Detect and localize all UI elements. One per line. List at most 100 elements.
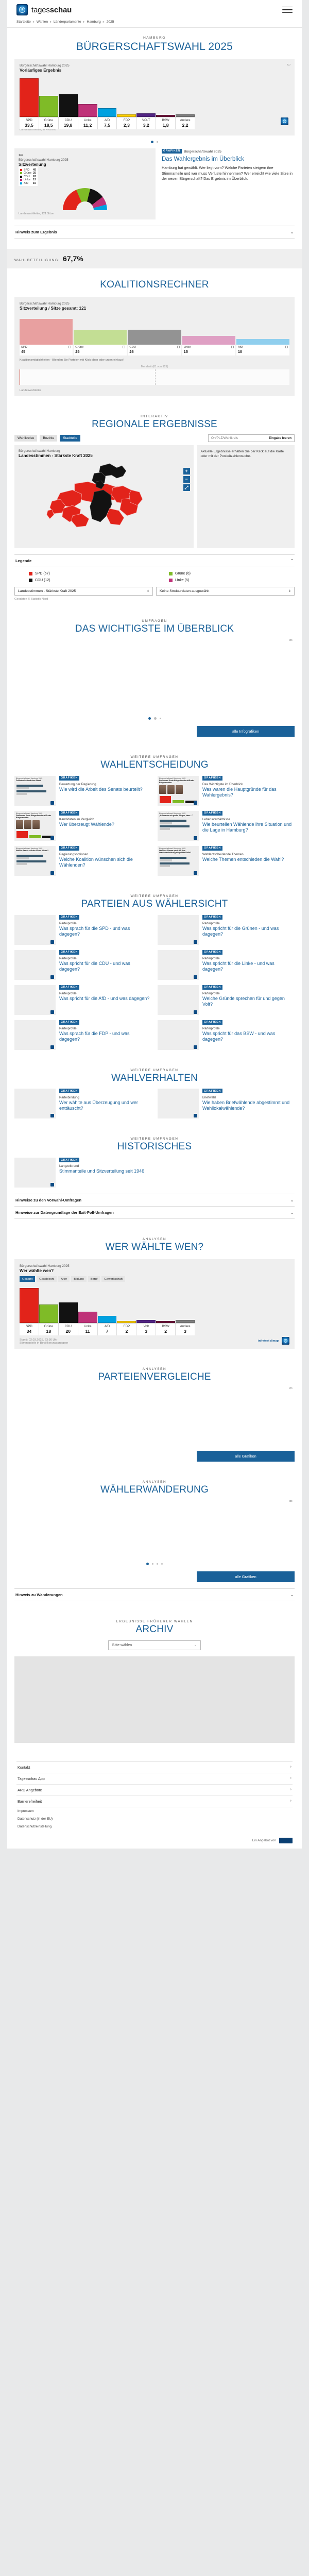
filter-beruf[interactable]: Beruf xyxy=(88,1276,100,1282)
footer-link[interactable]: Barrierefreiheit › xyxy=(16,1796,293,1807)
coalition-party-grüne[interactable]: Grüne 25 xyxy=(74,344,127,355)
map-zoom-controls[interactable]: + − ⤢ xyxy=(183,467,190,491)
regional-search[interactable]: Ort/PLZ/Wahlkreis Eingabe leeren xyxy=(208,434,295,442)
teaser-thumbnail[interactable]: Bürgerschaftswahl Hamburg 2025 „Ich mache… xyxy=(158,810,199,841)
teaser-title[interactable]: Was spricht für die Linke - und was dage… xyxy=(202,960,274,972)
carousel-dot-1[interactable] xyxy=(148,717,151,720)
accordion-hinweis-ergebnis[interactable]: Hinweis zum Ergebnis ⌄ xyxy=(14,226,295,239)
teaser-title[interactable]: Was spricht für die CDU - und was dagege… xyxy=(59,960,130,972)
share-icon[interactable]: ⇦ xyxy=(19,152,23,159)
all-graphics-button[interactable]: alle Grafiken xyxy=(197,1451,295,1462)
party-checkbox[interactable] xyxy=(231,346,234,349)
teaser-card[interactable]: Bürgerschaftswahl Hamburg 2025 „Ich mache… xyxy=(158,810,295,841)
zoom-out-icon[interactable]: − xyxy=(183,476,190,483)
tab-stadtteile[interactable]: Stadtteile xyxy=(60,434,80,442)
share-icon[interactable]: ⇦ xyxy=(289,1386,293,1391)
teaser-card[interactable]: GRAFIKEN Parteiprofile Was spricht für die… xyxy=(14,985,151,1015)
teaser-thumbnail[interactable] xyxy=(14,1020,56,1050)
zoom-in-icon[interactable]: + xyxy=(183,467,190,474)
teaser-card[interactable]: Bürgerschaftswahl Hamburg 2025 Direktwahl… xyxy=(14,810,151,841)
footer-small-link[interactable]: Datenschutzeinstellung xyxy=(18,1824,52,1828)
www-filter-pills[interactable]: Gesamt Geschlecht Alter Bildung Beruf Gewerks… xyxy=(20,1276,289,1282)
all-graphics-button[interactable]: alle Grafiken xyxy=(197,1571,295,1582)
filter-gewerkschaft[interactable]: Gewerkschaft xyxy=(101,1276,125,1282)
carousel-dot-1[interactable] xyxy=(151,141,153,144)
footer-link[interactable]: ARD Angebote › xyxy=(16,1785,293,1796)
footer-small-link[interactable]: Datenschutz (in der EU) xyxy=(18,1817,53,1821)
breadcrumb-item-wahlen[interactable]: Wahlen xyxy=(36,20,48,24)
teaser-card[interactable]: Bürgerschaftswahl Hamburg 2025 Direktwahl… xyxy=(158,775,295,806)
teaser-card[interactable]: Bürgerschaftswahl Hamburg 2025 Zufriedenh… xyxy=(14,775,151,806)
teaser-thumbnail[interactable] xyxy=(158,950,199,980)
coalition-party-linke[interactable]: Linke 15 xyxy=(182,344,235,355)
party-checkbox[interactable] xyxy=(285,346,288,349)
teaser-card[interactable]: GRAFIKEN Parteiprofile Welche Gründe sprec… xyxy=(158,985,295,1015)
teaser-thumbnail[interactable]: Bürgerschaftswahl Hamburg 2025 Welche Par… xyxy=(14,845,56,876)
teaser-title[interactable]: Wie wird die Arbeit des Senats beurteilt… xyxy=(59,786,143,792)
teaser-card[interactable]: Bürgerschaftswahl Hamburg 2025 Welche Par… xyxy=(14,845,151,876)
hamburg-map[interactable] xyxy=(19,461,190,538)
teaser-card[interactable]: GRAFIKEN Parteiprofile Was sprach für die … xyxy=(14,914,151,945)
select-structure-data[interactable]: Keine Strukturdaten ausgewählt ⇕ xyxy=(156,586,295,596)
teaser-title[interactable]: Was spricht für die AfD - und was dagege… xyxy=(59,995,150,1001)
teaser-thumbnail[interactable]: Bürgerschaftswahl Hamburg 2025 Welches Th… xyxy=(158,845,199,876)
teaser-title[interactable]: Welche Gründe sprechen für und gegen Vol… xyxy=(202,995,285,1007)
regional-tabs[interactable]: Wahlkreise Bezirke Stadtteile Ort/PLZ/Wa… xyxy=(14,434,295,442)
search-input[interactable]: Ort/PLZ/Wahlkreis xyxy=(211,436,238,440)
hamburger-menu-icon[interactable] xyxy=(282,6,293,13)
teaser-title[interactable]: Welche Koalition wünschen sich die Wähle… xyxy=(59,856,133,868)
teaser-title[interactable]: Welche Themen entschieden die Wahl? xyxy=(202,856,284,862)
teaser-card[interactable]: GRAFIKEN Parteiprofile Was spricht für die… xyxy=(14,950,151,980)
carousel-dot-2[interactable] xyxy=(153,717,157,720)
breadcrumb-item-startseite[interactable]: Startseite xyxy=(16,20,31,24)
tab-wahlkreise[interactable]: Wahlkreise xyxy=(14,434,38,442)
map-card[interactable]: Bürgerschaftswahl Hamburg Landesstimmen … xyxy=(14,445,194,548)
teaser-card[interactable]: GRAFIKEN Parteiprofile Was sprach für die … xyxy=(14,1020,151,1050)
carousel-dots[interactable] xyxy=(14,717,295,720)
carousel-dot-1[interactable] xyxy=(146,1563,149,1565)
share-icon[interactable]: ⇦ xyxy=(289,1499,293,1503)
coalition-party-cdu[interactable]: CDU 26 xyxy=(128,344,181,355)
zoom-reset-icon[interactable]: ⤢ xyxy=(183,484,190,491)
footer-link[interactable]: Tagesschau App › xyxy=(16,1773,293,1785)
teaser-title[interactable]: Wer überzeugt Wählende? xyxy=(59,821,114,827)
party-checkbox[interactable] xyxy=(123,346,126,349)
teaser-title[interactable]: Stimmanteile und Sitzverteilung seit 194… xyxy=(59,1168,145,1174)
filter-gesamt[interactable]: Gesamt xyxy=(20,1276,36,1282)
teaser-title[interactable]: Was sprach für die SPD - und was dagegen… xyxy=(59,925,130,937)
footer-small-link[interactable]: Impressum xyxy=(18,1809,34,1813)
coalition-party-afd[interactable]: AfD 10 xyxy=(236,344,290,355)
clear-input-button[interactable]: Eingabe leeren xyxy=(268,436,291,440)
teaser-thumbnail[interactable]: Bürgerschaftswahl Hamburg 2025 Zufriedenh… xyxy=(14,775,56,806)
filter-bildung[interactable]: Bildung xyxy=(71,1276,87,1282)
carousel-dot-2[interactable] xyxy=(152,1563,153,1565)
accordion-legende[interactable]: Legende ⌃ xyxy=(14,554,295,567)
teaser-thumbnail[interactable] xyxy=(158,1089,199,1119)
select-map-metric[interactable]: Landesstimmen - Stärkste Kraft 2025 ⇕ xyxy=(14,586,153,596)
teaser-card[interactable]: GRAFIKEN Briefwahl Wie haben Briefwählende… xyxy=(158,1089,295,1119)
share-icon[interactable]: ⇦ xyxy=(287,62,290,67)
teaser-thumbnail[interactable] xyxy=(14,914,56,945)
breadcrumb-item-laenderparlamente[interactable]: Länderparlamente xyxy=(54,20,81,24)
teaser-thumbnail[interactable]: Bürgerschaftswahl Hamburg 2025 Direktwahl… xyxy=(14,810,56,841)
footer-link[interactable]: Kontakt › xyxy=(16,1762,293,1773)
tab-bezirke[interactable]: Bezirke xyxy=(40,434,58,442)
all-infographics-button[interactable]: alle Infografiken xyxy=(197,725,295,737)
teaser-thumbnail[interactable] xyxy=(14,1089,56,1119)
filter-geschlecht[interactable]: Geschlecht xyxy=(37,1276,57,1282)
map-selects[interactable]: Landesstimmen - Stärkste Kraft 2025 ⇕ Ke… xyxy=(14,586,295,596)
teaser-card[interactable]: GRAFIKEN Parteibindung Wer wählte aus Über… xyxy=(14,1089,151,1119)
breadcrumb-item-2025[interactable]: 2025 xyxy=(106,20,114,24)
party-checkbox[interactable] xyxy=(177,346,180,349)
teaser-title[interactable]: Wie haben Briefwählende abgestimmt und W… xyxy=(202,1099,290,1111)
carousel-dot-4[interactable] xyxy=(161,1563,163,1565)
accordion-wanderung-hinweis[interactable]: Hinweis zu Wanderungen ⌄ xyxy=(14,1588,295,1601)
teaser-card[interactable]: GRAFIKEN Parteiprofile Was spricht für die… xyxy=(158,950,295,980)
carousel-dots[interactable] xyxy=(14,141,295,144)
teaser-title[interactable]: Was spricht für die Grünen - und was dag… xyxy=(202,925,279,937)
coalition-party-toggles[interactable]: SPD 45 Grüne 25 CDU 26 Linke 15 AfD 10 xyxy=(20,344,290,355)
teaser-thumbnail[interactable]: Bürgerschaftswahl Hamburg 2025 Direktwahl… xyxy=(158,775,199,806)
accordion-datenlage-hinweis[interactable]: Hinweise zur Datengrundlage der Exit-Pol… xyxy=(14,1207,295,1219)
teaser-thumbnail[interactable] xyxy=(158,914,199,945)
teaser-thumbnail[interactable] xyxy=(14,985,56,1015)
